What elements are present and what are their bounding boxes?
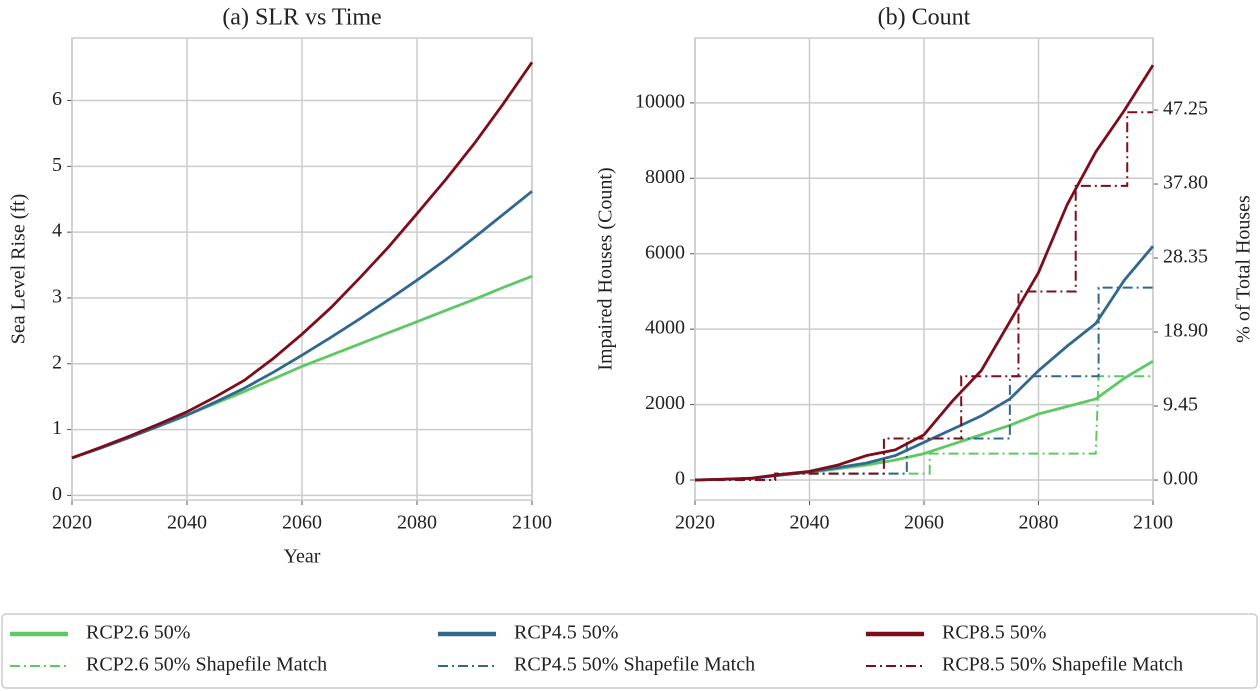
- y-tick-label: 0: [675, 468, 685, 490]
- x-tick-label: 2060: [282, 512, 322, 534]
- y-tick-label: 4000: [645, 317, 685, 339]
- legend-label: RCP8.5 50% Shapefile Match: [942, 654, 1183, 676]
- y-tick-label: 5: [52, 154, 62, 176]
- x-tick-label: 2080: [1019, 512, 1059, 534]
- y2-tick-label: 18.90: [1163, 320, 1208, 342]
- x-tick-label: 2080: [397, 512, 437, 534]
- x-tick-label: 2020: [675, 512, 715, 534]
- y-tick-label: 4: [52, 220, 62, 242]
- legend-label: RCP8.5 50%: [942, 622, 1046, 644]
- y2-tick-label: 0.00: [1163, 468, 1198, 490]
- y-tick-label: 10000: [635, 90, 685, 112]
- x-tick-label: 2100: [512, 512, 552, 534]
- legend-label: RCP4.5 50% Shapefile Match: [514, 654, 755, 676]
- y2-tick-label: 37.80: [1163, 172, 1208, 194]
- y2-axis-label: % of Total Houses: [1233, 195, 1255, 343]
- y2-tick-label: 9.45: [1163, 394, 1198, 416]
- chart-title: (a) SLR vs Time: [222, 5, 381, 31]
- y2-tick-label: 47.25: [1163, 98, 1208, 120]
- y2-tick-label: 28.35: [1163, 246, 1208, 268]
- y-tick-label: 2: [52, 351, 62, 373]
- y-tick-label: 2000: [645, 392, 685, 414]
- legend-label: RCP2.6 50% Shapefile Match: [86, 654, 327, 676]
- legend-label: RCP4.5 50%: [514, 622, 618, 644]
- y-tick-label: 1: [52, 417, 62, 439]
- plot-frame: [71, 37, 533, 501]
- y-tick-label: 8000: [645, 166, 685, 188]
- series-line: [71, 61, 534, 460]
- series-line: [694, 64, 1155, 482]
- y-tick-label: 0: [52, 483, 62, 505]
- plot-frame: [694, 37, 1154, 501]
- y-tick-label: 6: [52, 88, 62, 110]
- legend-label: RCP2.6 50%: [86, 622, 190, 644]
- y-tick-label: 6000: [645, 241, 685, 263]
- y-axis-label: Impaired Houses (Count): [595, 167, 617, 370]
- series-line: [695, 111, 1153, 482]
- y-tick-label: 3: [52, 286, 62, 308]
- y-axis-label: Sea Level Rise (ft): [8, 194, 30, 345]
- x-tick-label: 2060: [904, 512, 944, 534]
- series-line: [71, 190, 533, 460]
- x-tick-label: 2040: [167, 512, 207, 534]
- chart-title: (b) Count: [878, 5, 971, 31]
- x-tick-label: 2040: [790, 512, 830, 534]
- x-tick-label: 2100: [1133, 512, 1173, 534]
- legend-box: [1, 613, 1258, 689]
- x-axis-label: Year: [284, 546, 321, 568]
- x-tick-label: 2020: [52, 512, 92, 534]
